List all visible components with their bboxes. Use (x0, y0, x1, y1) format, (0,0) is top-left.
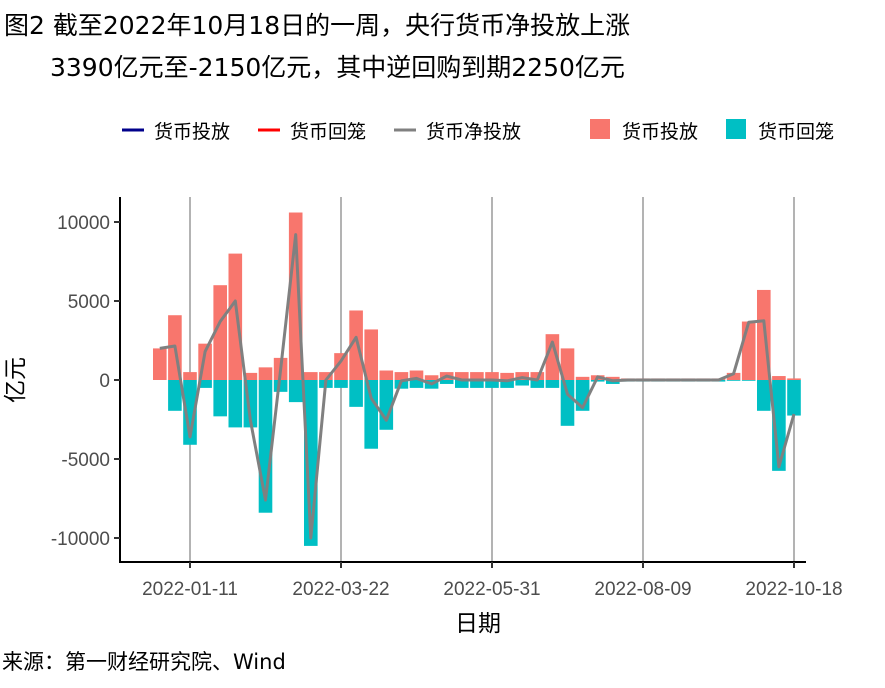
bar-injection (515, 372, 529, 380)
bar-injection (319, 372, 333, 380)
bar-withdrawal (500, 380, 514, 388)
bar-injection (424, 375, 439, 380)
x-tick-label: 2022-01-11 (142, 579, 238, 600)
bar-withdrawal (334, 380, 348, 388)
bar-injection (455, 372, 469, 380)
bar-injection (379, 370, 394, 380)
bar-withdrawal (349, 380, 363, 407)
bar-withdrawal (485, 380, 499, 388)
y-tick-label: 5000 (68, 292, 110, 313)
bar-withdrawal (560, 380, 575, 426)
bar-injection (243, 372, 258, 380)
bar-withdrawal (455, 380, 469, 388)
legend-label: 货币投放 (622, 121, 698, 143)
bar-injection (560, 348, 575, 380)
bar-withdrawal (787, 380, 801, 416)
legend-label: 货币净投放 (426, 121, 521, 143)
bar-injection (334, 353, 348, 380)
bar-injection (726, 372, 741, 380)
bar-withdrawal (757, 380, 771, 411)
bar-withdrawal (198, 380, 212, 388)
bar-withdrawal (409, 380, 424, 388)
bar-injection (485, 372, 499, 380)
chart-title-line2: 3390亿元至-2150亿元，其中逆回购到期2250亿元 (50, 53, 625, 82)
bar-withdrawal (726, 380, 741, 381)
bar-withdrawal (439, 380, 454, 384)
bar-injection (741, 321, 756, 380)
bar-withdrawal (515, 380, 529, 386)
bar-injection (349, 310, 363, 380)
bar-injection (394, 372, 409, 380)
bar-injection (606, 376, 620, 380)
bar-withdrawal (213, 380, 227, 417)
bar-withdrawal (530, 380, 545, 388)
bar-withdrawal (228, 380, 243, 428)
y-tick-label: -10000 (51, 529, 110, 550)
bar-injection (470, 372, 484, 380)
x-tick-label: 2022-10-18 (745, 579, 842, 600)
bar-injection (213, 285, 227, 380)
y-tick-label: 10000 (57, 213, 110, 234)
bar-injection (575, 376, 590, 380)
legend-label: 货币回笼 (290, 121, 366, 143)
bar-injection (500, 372, 514, 380)
legend-label: 货币回笼 (758, 121, 834, 143)
bar-injection (258, 367, 273, 380)
chart-title-line1: 图2 截至2022年10月18日的一周，央行货币净投放上涨 (4, 11, 631, 40)
bar-withdrawal (741, 380, 756, 381)
bar-withdrawal (470, 380, 484, 388)
x-axis-label: 日期 (455, 610, 501, 636)
x-tick-label: 2022-08-09 (594, 579, 691, 600)
net-injection-line (159, 233, 796, 540)
bar-injection (304, 372, 318, 380)
bar-withdrawal (590, 380, 605, 382)
y-tick-label: 0 (99, 371, 110, 392)
bar-injection (183, 372, 197, 380)
bar-injection (153, 348, 167, 380)
bar-injection (545, 334, 560, 380)
bar-injection (409, 370, 424, 380)
x-tick-label: 2022-03-22 (292, 579, 389, 600)
x-tick-label: 2022-05-31 (443, 579, 540, 600)
bar-withdrawal (364, 380, 378, 449)
bar-injection (228, 253, 243, 380)
source-note: 来源：第一财经研究院、Wind (2, 650, 286, 674)
bar-injection (364, 329, 378, 380)
bar-withdrawal (273, 380, 288, 392)
y-axis-label: 亿元 (2, 357, 28, 403)
bar-withdrawal (288, 380, 303, 403)
bar-withdrawal (168, 380, 182, 411)
bar-withdrawal (545, 380, 560, 388)
bar-injection (772, 376, 786, 380)
legend-fill-key (590, 119, 610, 139)
bar-withdrawal (183, 380, 197, 445)
y-tick-label: -5000 (61, 450, 110, 471)
legend-fill-key (726, 119, 746, 139)
bar-injection (787, 378, 801, 380)
legend-label: 货币投放 (154, 121, 230, 143)
